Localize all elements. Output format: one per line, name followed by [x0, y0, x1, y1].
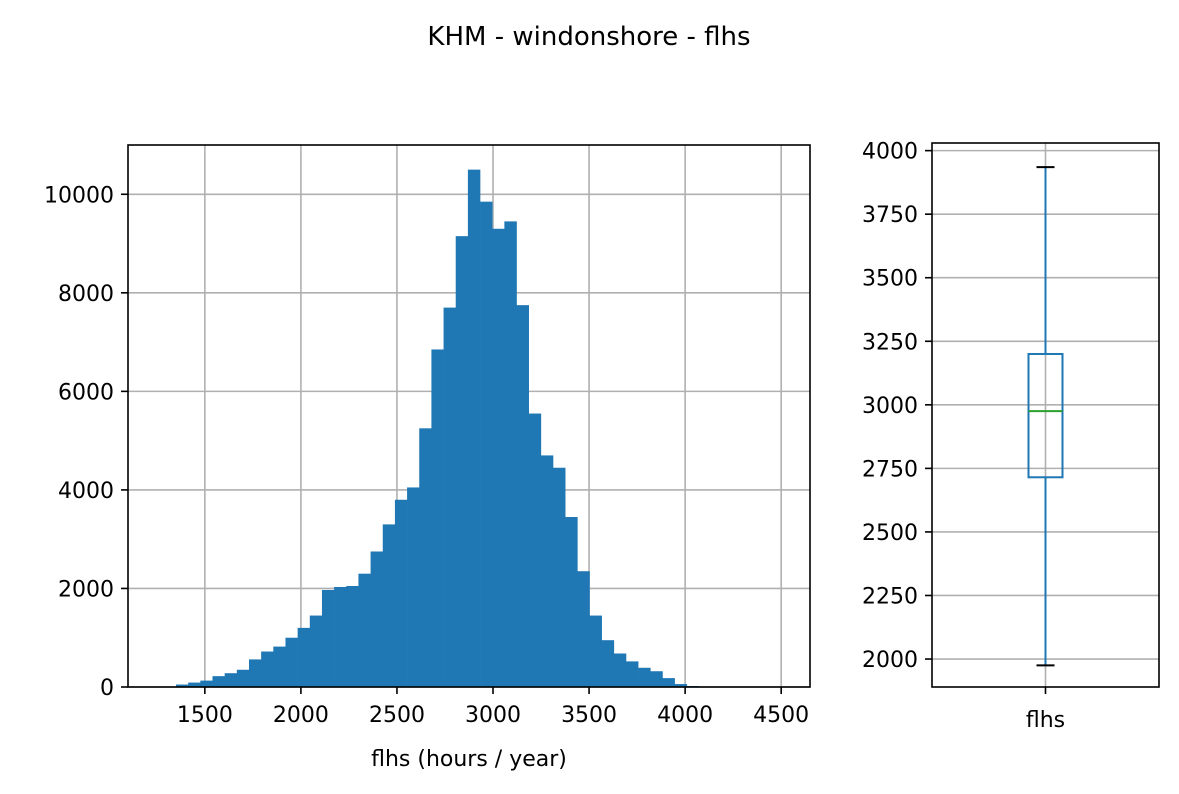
histogram-y-ticks: 0 2000 4000 6000 8000 10000 — [44, 183, 128, 701]
histogram-bar — [443, 307, 457, 687]
boxplot-y-tick-label: 3500 — [862, 267, 918, 292]
boxplot-y-tick-label: 2000 — [862, 648, 918, 673]
histogram-bar — [285, 637, 298, 687]
histogram-bar — [224, 673, 238, 687]
boxplot-y-tick-label: 3750 — [862, 203, 918, 228]
figure-title: KHM - windonshore - flhs — [427, 22, 750, 52]
histogram-x-ticks: 1500 2000 2500 3000 3500 4000 4500 — [177, 687, 809, 728]
boxplot-x-ticks: flhs — [1026, 687, 1065, 733]
histogram-bar — [370, 551, 384, 687]
histogram-bar — [613, 653, 627, 687]
histogram-bar — [394, 499, 408, 687]
boxplot-body — [1027, 166, 1064, 667]
boxplot-box — [1027, 352, 1064, 479]
histogram-bar — [236, 669, 250, 687]
boxplot-y-tick-label: 2750 — [862, 457, 918, 482]
histogram-bar — [492, 228, 505, 687]
histogram-bar — [662, 678, 675, 687]
boxplot-y-tick-label: 2250 — [862, 584, 918, 609]
histogram-bar — [261, 651, 274, 687]
histogram-bar — [382, 524, 396, 687]
histogram-bar — [480, 201, 493, 687]
histogram-bar — [248, 659, 262, 687]
histogram-bar — [601, 640, 615, 687]
histogram-bar — [346, 585, 359, 687]
histogram-bar — [553, 467, 566, 687]
histogram-bar — [188, 682, 201, 687]
histogram-y-tick-label: 0 — [100, 676, 114, 701]
histogram-chart: 1500 2000 2500 3000 3500 4000 4500 0 2000 4000 60… — [44, 144, 811, 772]
histogram-y-tick-label: 8000 — [58, 282, 114, 307]
histogram-bar — [455, 236, 469, 687]
histogram-bar — [431, 349, 444, 687]
boxplot-category-label: flhs — [1026, 708, 1065, 733]
histogram-bar — [589, 615, 602, 687]
boxplot-y-tick-label: 2500 — [862, 521, 918, 546]
histogram-bar — [200, 680, 213, 687]
histogram-bar — [273, 646, 286, 687]
histogram-bars — [176, 169, 700, 688]
histogram-x-tick-label: 3000 — [465, 703, 521, 728]
histogram-bar — [407, 487, 420, 687]
histogram-bar — [674, 684, 688, 687]
histogram-bar — [516, 305, 529, 687]
boxplot-y-ticks: 2000 2250 2500 2750 3000 3250 3500 3750 4000 — [862, 140, 932, 673]
boxplot-y-tick-label: 4000 — [862, 140, 918, 165]
histogram-bar — [309, 615, 323, 687]
histogram-x-tick-label: 2500 — [369, 703, 425, 728]
histogram-x-tick-label: 4500 — [753, 703, 809, 728]
histogram-y-tick-label: 2000 — [58, 577, 114, 602]
histogram-y-tick-label: 4000 — [58, 479, 114, 504]
histogram-x-tick-label: 1500 — [177, 703, 233, 728]
histogram-bar — [625, 661, 639, 687]
boxplot-chart: 2000 2250 2500 2750 3000 3250 3500 3750 4000 flh… — [862, 140, 1160, 733]
histogram-y-tick-label: 10000 — [44, 183, 114, 208]
histogram-bar — [577, 571, 590, 687]
histogram-frame — [127, 144, 811, 688]
histogram-bar — [297, 627, 311, 687]
histogram-bar — [528, 413, 542, 687]
histogram-bar — [565, 517, 578, 687]
histogram-bar — [334, 586, 347, 687]
histogram-x-tick-label: 4000 — [657, 703, 713, 728]
histogram-bar — [212, 676, 225, 687]
histogram-bar — [638, 667, 651, 687]
histogram-bar — [419, 428, 432, 687]
histogram-bar — [504, 221, 517, 687]
histogram-x-tick-label: 3500 — [561, 703, 617, 728]
histogram-x-axis-label: flhs (hours / year) — [371, 747, 567, 772]
histogram-bar — [321, 589, 335, 687]
histogram-bar — [358, 573, 371, 687]
histogram-bar — [540, 455, 554, 687]
histogram-x-tick-label: 2000 — [273, 703, 329, 728]
histogram-bar — [467, 169, 481, 688]
histogram-bar — [176, 684, 189, 687]
histogram-bar — [650, 671, 663, 687]
boxplot-y-tick-label: 3250 — [862, 330, 918, 355]
boxplot-y-tick-label: 3000 — [862, 394, 918, 419]
histogram-y-tick-label: 6000 — [58, 380, 114, 405]
